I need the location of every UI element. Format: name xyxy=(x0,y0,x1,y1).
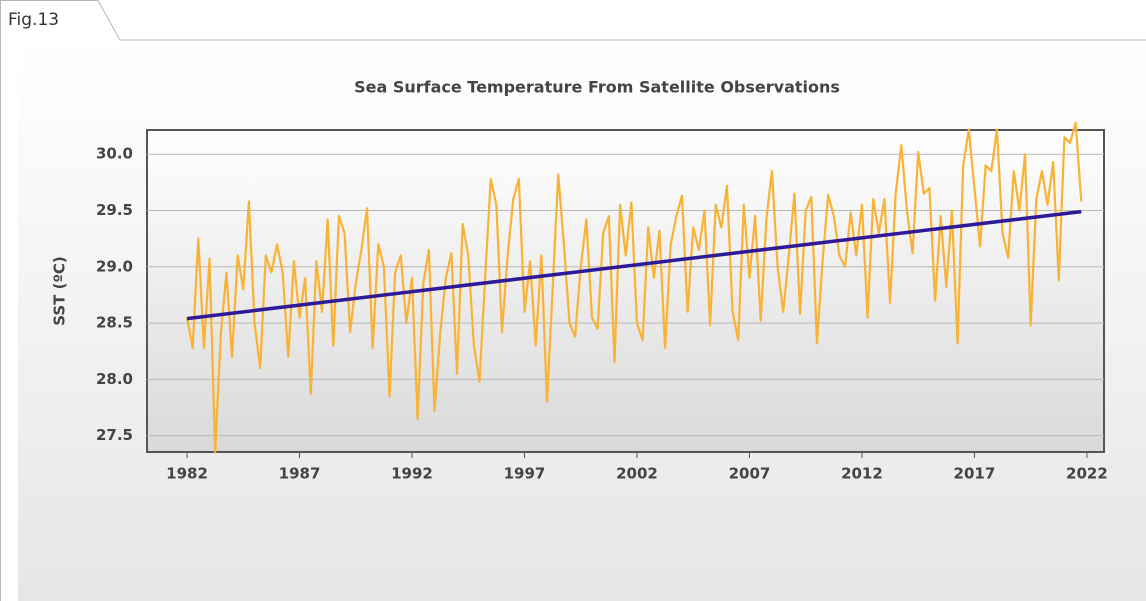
data-line xyxy=(185,121,1083,454)
x-tick-label: 2007 xyxy=(729,465,771,483)
y-tick-label: 27.5 xyxy=(96,426,133,444)
x-tick-label: 1982 xyxy=(166,465,208,483)
y-tick-label: 30.0 xyxy=(96,145,133,163)
x-tick-label: 2022 xyxy=(1066,465,1108,483)
figure-label: Fig.13 xyxy=(8,10,59,30)
plot-area xyxy=(146,129,1105,453)
y-tick-label: 29.5 xyxy=(96,201,133,219)
x-tick-label: 1992 xyxy=(391,465,433,483)
x-tick-label: 1987 xyxy=(279,465,321,483)
x-tick-label: 2017 xyxy=(954,465,996,483)
trend-line xyxy=(186,209,1082,321)
y-tick-label: 28.0 xyxy=(96,370,133,388)
y-tick-label: 29.0 xyxy=(96,257,133,275)
y-axis-label: SST (ºC) xyxy=(51,256,69,326)
x-tick-label: 2012 xyxy=(841,465,883,483)
x-tick-label: 2002 xyxy=(616,465,658,483)
x-tick-label: 1997 xyxy=(504,465,546,483)
y-tick-label: 28.5 xyxy=(96,314,133,332)
chart-title: Sea Surface Temperature From Satellite O… xyxy=(354,78,840,97)
